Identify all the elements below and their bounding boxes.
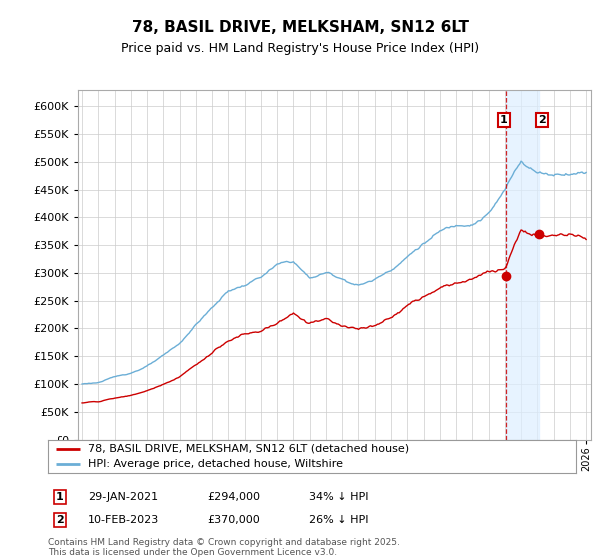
Text: 78, BASIL DRIVE, MELKSHAM, SN12 6LT (detached house): 78, BASIL DRIVE, MELKSHAM, SN12 6LT (det…	[88, 444, 409, 454]
Text: 1: 1	[56, 492, 64, 502]
Text: 2: 2	[538, 115, 545, 125]
Text: £294,000: £294,000	[208, 492, 260, 502]
Text: Contains HM Land Registry data © Crown copyright and database right 2025.
This d: Contains HM Land Registry data © Crown c…	[48, 538, 400, 557]
Text: 29-JAN-2021: 29-JAN-2021	[88, 492, 158, 502]
Bar	[506, 90, 539, 440]
Text: Price paid vs. HM Land Registry's House Price Index (HPI): Price paid vs. HM Land Registry's House …	[121, 42, 479, 55]
Text: 2: 2	[56, 515, 64, 525]
Text: 10-FEB-2023: 10-FEB-2023	[88, 515, 158, 525]
Text: 1: 1	[500, 115, 508, 125]
Text: 26% ↓ HPI: 26% ↓ HPI	[309, 515, 369, 525]
Text: HPI: Average price, detached house, Wiltshire: HPI: Average price, detached house, Wilt…	[88, 459, 343, 469]
Text: £370,000: £370,000	[208, 515, 260, 525]
Text: 34% ↓ HPI: 34% ↓ HPI	[309, 492, 369, 502]
Text: 78, BASIL DRIVE, MELKSHAM, SN12 6LT: 78, BASIL DRIVE, MELKSHAM, SN12 6LT	[131, 20, 469, 35]
